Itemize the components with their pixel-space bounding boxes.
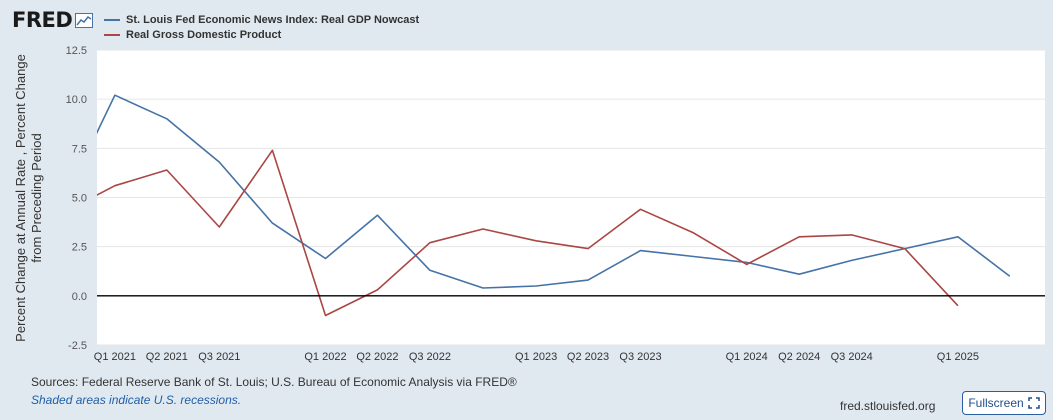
x-tick-label: Q3 2023 <box>619 351 661 363</box>
trend-line-icon <box>75 12 94 28</box>
legend-label-gdp: Real Gross Domestic Product <box>126 28 282 41</box>
legend-label-nowcast: St. Louis Fed Economic News Index: Real … <box>126 13 420 26</box>
site-link[interactable]: fred.stlouisfed.org <box>840 399 936 413</box>
legend-swatch-gdp <box>104 33 120 36</box>
x-tick-label: Q3 2021 <box>198 351 240 363</box>
x-tick-label: Q3 2022 <box>409 351 451 363</box>
y-axis-label-part2: from Preceding Period <box>29 133 44 262</box>
legend-swatch-nowcast <box>104 18 120 21</box>
y-axis-label-part1: Percent Change at Annual Rate , Percent … <box>13 54 28 342</box>
expand-icon <box>1027 397 1040 409</box>
legend-item-gdp[interactable]: Real Gross Domestic Product <box>104 27 419 42</box>
x-tick-label: Q1 2024 <box>726 351 768 363</box>
fullscreen-button[interactable]: Fullscreen <box>962 391 1046 415</box>
y-tick-label: 10.0 <box>66 94 87 106</box>
recession-note: Shaded areas indicate U.S. recessions. <box>31 393 242 407</box>
x-tick-label: Q2 2022 <box>356 351 398 363</box>
y-tick-label: 7.5 <box>72 143 87 155</box>
sources-text: Sources: Federal Reserve Bank of St. Lou… <box>31 375 517 389</box>
x-tick-label: Q3 2024 <box>831 351 873 363</box>
series-line-gdp <box>97 149 959 317</box>
x-tick-label: Q2 2023 <box>567 351 609 363</box>
x-tick-label: Q2 2024 <box>778 351 820 363</box>
chart-legend: St. Louis Fed Economic News Index: Real … <box>104 12 419 42</box>
x-tick-label: Q1 2025 <box>937 351 979 363</box>
y-tick-label: 0.0 <box>72 291 87 303</box>
y-axis-label-line1: Percent Change at Annual Rate , Percent … <box>13 54 44 342</box>
y-tick-label: 12.5 <box>66 45 87 57</box>
fred-logo[interactable]: FRED <box>12 8 94 32</box>
logo-text: FRED <box>12 8 73 32</box>
series-line-nowcast <box>97 94 1011 289</box>
x-tick-label: Q1 2021 <box>94 351 136 363</box>
legend-item-nowcast[interactable]: St. Louis Fed Economic News Index: Real … <box>104 12 419 27</box>
plot-area <box>97 50 1045 345</box>
x-tick-label: Q1 2023 <box>515 351 557 363</box>
y-tick-label: 2.5 <box>72 242 87 254</box>
y-tick-label: 5.0 <box>72 193 87 205</box>
x-tick-label: Q1 2022 <box>304 351 346 363</box>
fullscreen-label: Fullscreen <box>968 396 1024 410</box>
x-tick-label: Q2 2021 <box>146 351 188 363</box>
y-tick-label: -2.5 <box>68 340 87 352</box>
